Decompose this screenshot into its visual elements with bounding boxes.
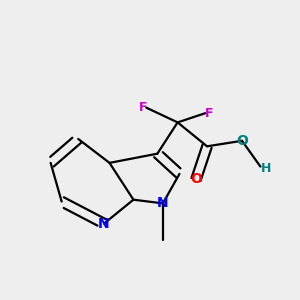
Text: N: N <box>157 196 169 210</box>
Text: F: F <box>138 101 147 114</box>
Text: N: N <box>98 217 110 231</box>
Text: F: F <box>205 107 213 120</box>
Text: O: O <box>190 172 202 186</box>
Text: O: O <box>236 134 248 148</box>
Text: H: H <box>261 162 271 175</box>
